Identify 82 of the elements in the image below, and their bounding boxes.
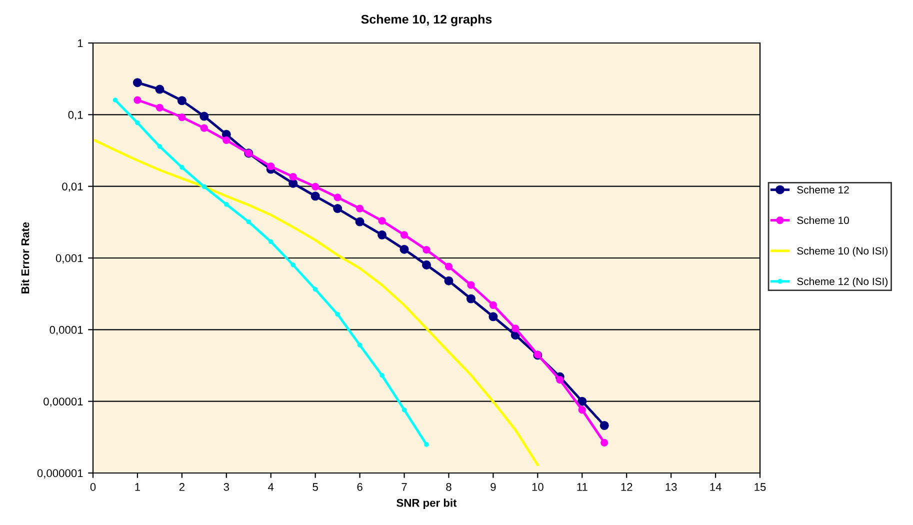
point (488, 312, 498, 322)
point (378, 217, 386, 225)
x-tick-label: 6 (357, 483, 362, 491)
point (132, 78, 142, 88)
point (246, 219, 252, 224)
point (155, 84, 164, 94)
point (444, 262, 453, 270)
point (289, 172, 297, 181)
y-axis-title: Bit Error Rate (21, 222, 30, 294)
point (178, 113, 186, 122)
point (134, 96, 142, 104)
point (600, 420, 609, 430)
point (355, 217, 364, 226)
y-tick-label: 1 (78, 39, 83, 48)
chart-title: Scheme 10, 12 graphs (361, 14, 492, 26)
point (156, 104, 164, 112)
point (357, 342, 362, 348)
point (422, 260, 432, 270)
y-tick-label: 0,000001 (37, 469, 83, 478)
x-tick-label: 13 (666, 483, 677, 491)
x-tick-label: 9 (490, 483, 496, 491)
x-tick-label: 10 (532, 483, 544, 491)
point (222, 136, 230, 144)
x-tick-label: 4 (268, 483, 274, 491)
point (310, 192, 320, 201)
point (177, 96, 186, 106)
x-axis-title: SNR per bit (396, 498, 457, 509)
point (288, 178, 298, 188)
point (556, 376, 564, 384)
point (312, 182, 320, 190)
point (157, 144, 162, 149)
point (422, 246, 430, 254)
point (267, 162, 275, 170)
point (600, 438, 608, 446)
point (444, 276, 454, 286)
point (400, 244, 409, 254)
line-series (93, 138, 539, 466)
point (356, 204, 364, 212)
y-tick-label: 0,01 (62, 182, 83, 192)
x-tick-label: 0 (90, 483, 96, 491)
point (200, 124, 208, 132)
point (489, 301, 498, 309)
point (333, 204, 342, 214)
point (334, 194, 342, 202)
point (578, 406, 586, 414)
point (578, 396, 587, 406)
point (200, 112, 209, 121)
legend-label: Scheme 10 (797, 216, 849, 224)
x-tick-label: 2 (179, 483, 184, 491)
x-tick-label: 1 (135, 483, 140, 491)
point (378, 230, 387, 240)
x-tick-label: 15 (754, 483, 766, 491)
point (180, 164, 184, 170)
x-tick-label: 7 (402, 483, 407, 491)
x-tick-label: 5 (312, 483, 318, 491)
point (224, 202, 229, 207)
x-tick-label: 8 (446, 483, 452, 491)
point (424, 442, 429, 447)
point (467, 281, 475, 289)
point (466, 294, 476, 304)
point (335, 312, 340, 317)
y-tick-label: 0,00001 (44, 398, 83, 407)
legend-label: Scheme 12 (No ISI) (797, 277, 888, 288)
x-tick-label: 12 (621, 483, 632, 491)
point (312, 286, 318, 292)
x-tick-label: 11 (577, 483, 588, 491)
legend-label: Scheme 10 (No ISI) (797, 246, 888, 257)
legend-label: Scheme 12 (797, 186, 849, 194)
point (112, 98, 118, 102)
x-tick-label: 3 (224, 483, 229, 491)
point (380, 372, 384, 378)
y-tick-label: 0,0001 (50, 326, 83, 336)
point (512, 324, 520, 332)
x-tick-label: 14 (710, 483, 722, 491)
point (135, 120, 140, 126)
point (202, 184, 207, 190)
y-tick-label: 0,001 (56, 254, 83, 264)
y-tick-label: 0,1 (68, 110, 83, 120)
point (402, 407, 407, 412)
point (400, 231, 408, 239)
point (268, 239, 274, 244)
point (290, 262, 296, 268)
